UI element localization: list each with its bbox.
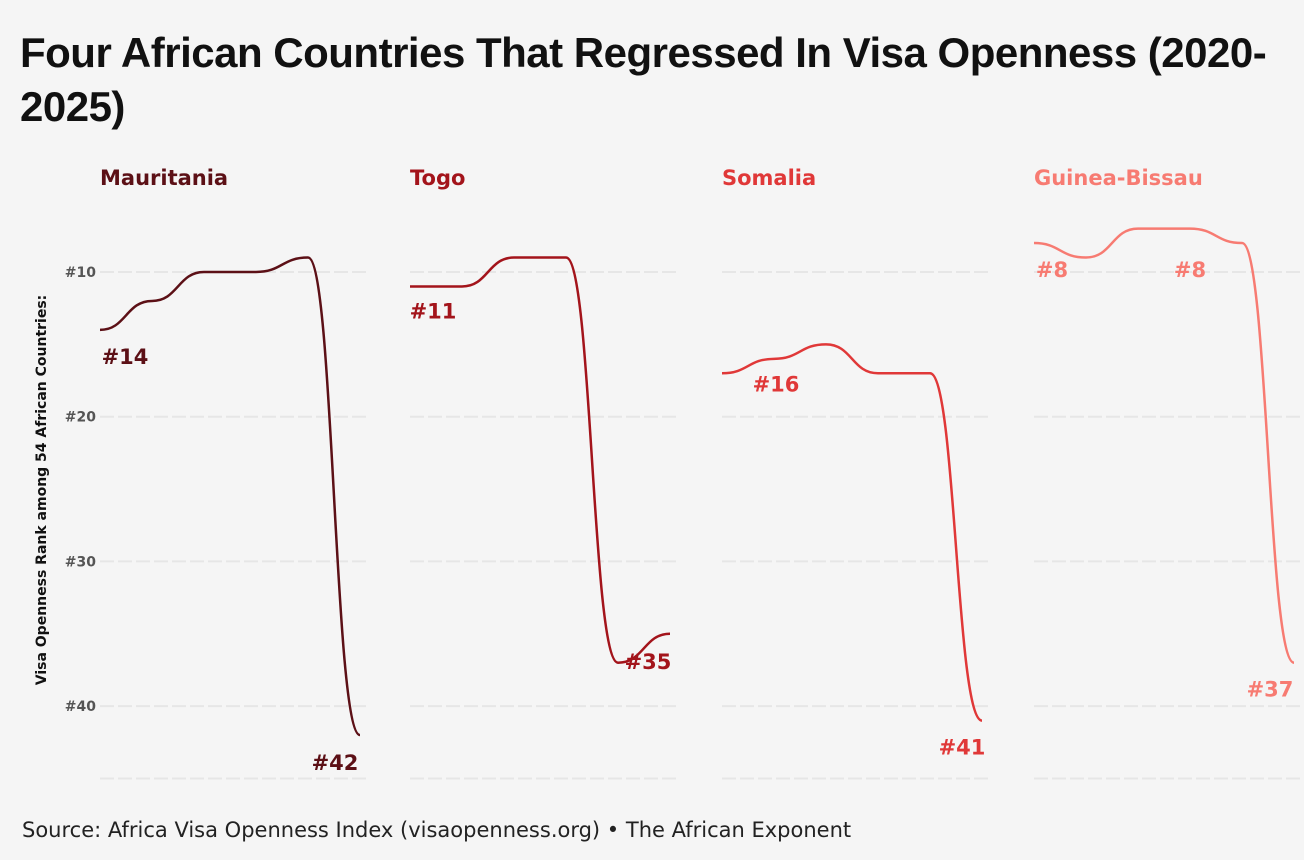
y-axis-title: Visa Openness Rank among 54 African Coun… bbox=[34, 295, 50, 686]
data-label: #41 bbox=[939, 736, 986, 760]
chart-title: Four African Countries That Regressed In… bbox=[20, 29, 1267, 130]
data-label: #14 bbox=[102, 345, 149, 369]
data-label: #8 bbox=[1174, 258, 1206, 282]
series-line-togo bbox=[410, 256, 671, 664]
data-label: #16 bbox=[753, 372, 800, 396]
panel-title-somalia: Somalia bbox=[722, 166, 816, 190]
y-tick-label: #20 bbox=[65, 410, 96, 426]
source-note: Source: Africa Visa Openness Index (visa… bbox=[22, 818, 852, 842]
panel-title-guinea-bissau: Guinea-Bissau bbox=[1034, 166, 1203, 190]
data-label: #11 bbox=[410, 299, 457, 323]
data-label: #42 bbox=[312, 751, 359, 775]
y-tick-label: #10 bbox=[65, 265, 96, 281]
data-label: #37 bbox=[1247, 678, 1294, 702]
data-label: #35 bbox=[625, 650, 672, 674]
data-label: #8 bbox=[1036, 258, 1068, 282]
series-line-somalia bbox=[721, 343, 983, 722]
y-tick-label: #40 bbox=[65, 699, 96, 715]
y-tick-label: #30 bbox=[65, 554, 96, 570]
series-line-guinea-bissau bbox=[1033, 227, 1295, 664]
series-line-mauritania bbox=[99, 256, 362, 737]
panel-title-mauritania: Mauritania bbox=[100, 166, 228, 190]
panel-title-togo: Togo bbox=[410, 166, 465, 190]
